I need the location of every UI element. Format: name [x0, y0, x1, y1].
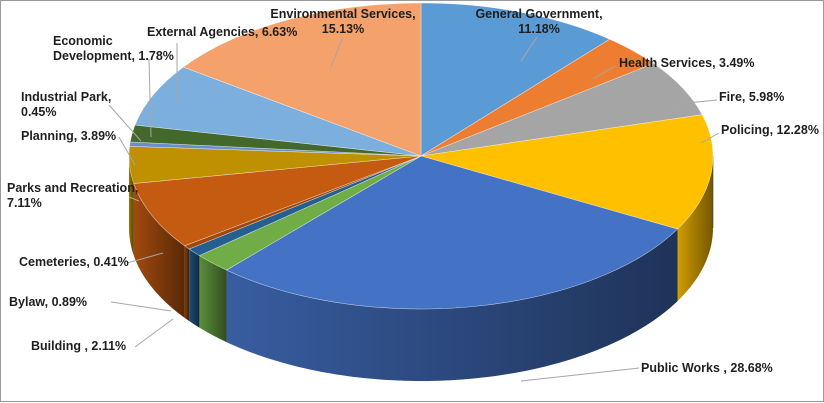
pie-side-policing [677, 156, 713, 302]
leader-line-health-services [592, 65, 616, 80]
leader-line-cemeteries [126, 252, 164, 264]
pie-side-planning [129, 156, 134, 256]
pie-slice-external-agencies [134, 66, 422, 157]
data-label-environmental-services: Environmental Services, 15.13% [270, 7, 415, 36]
data-label-planning: Planning, 3.89% [21, 129, 116, 143]
leader-line-environmental-services [330, 36, 344, 68]
pie-slice-general-government [420, 2, 611, 157]
data-label-policing: Policing, 12.28% [721, 123, 819, 137]
leader-line-general-government [520, 36, 538, 62]
leader-line-fire [666, 99, 718, 106]
label-leader-lines [108, 36, 720, 382]
pie-side-bylaw [189, 248, 200, 328]
leader-line-building [134, 318, 174, 348]
data-label-line: 11.18% [518, 22, 560, 36]
data-label-line: Public Works , 28.68% [641, 361, 773, 375]
data-label-line: General Government, [475, 7, 602, 21]
data-label-line: Health Services, 3.49% [619, 56, 755, 70]
data-label-line: Policing, 12.28% [721, 123, 819, 137]
pie-side-cemeteries [184, 245, 190, 321]
data-label-line: Economic [53, 34, 113, 48]
data-label-external-agencies: External Agencies, 6.63% [147, 25, 297, 39]
pie-slice-public-works [225, 155, 679, 310]
pie-side-walls [129, 156, 714, 381]
data-label-economic-development: Economic Development, 1.78% [53, 34, 174, 63]
leader-line-planning [118, 136, 136, 166]
data-label-building: Building , 2.11% [31, 339, 126, 353]
data-label-line: 15.13% [322, 22, 364, 36]
data-label-line: External Agencies, 6.63% [147, 25, 297, 39]
data-label-general-government: General Government, 11.18% [475, 7, 602, 36]
data-label-parks-and-recreation: Parks and Recreation, 7.11% [7, 181, 138, 210]
data-label-line: Fire, 5.98% [719, 90, 784, 104]
data-label-line: Building , 2.11% [31, 339, 126, 353]
data-label-fire: Fire, 5.98% [719, 90, 784, 104]
pie-slice-policing [420, 114, 714, 230]
data-label-line: Cemeteries, 0.41% [19, 255, 129, 269]
data-label-bylaw: Bylaw, 0.89% [9, 295, 87, 309]
data-label-line: Planning, 3.89% [21, 129, 116, 143]
data-label-cemeteries: Cemeteries, 0.41% [19, 255, 129, 269]
leader-line-economic-development [148, 58, 152, 138]
data-label-line: Bylaw, 0.89% [9, 295, 87, 309]
pie-side-parks-and-recreation [133, 183, 185, 318]
pie-slice-parks-and-recreation [133, 155, 422, 247]
data-label-line: Development, 1.78% [53, 49, 174, 63]
data-label-line: Environmental Services, [270, 7, 415, 21]
pie-side-building [199, 255, 227, 343]
pie-side-public-works [226, 229, 678, 381]
data-label-public-works: Public Works , 28.68% [641, 361, 773, 375]
data-label-line: Industrial Park, [21, 90, 111, 104]
leader-line-industrial-park [108, 104, 142, 142]
data-labels: General Government, 11.18% Health Services… [7, 7, 819, 375]
data-label-health-services: Health Services, 3.49% [619, 56, 755, 70]
pie-slice-environmental-services [182, 2, 422, 157]
leader-line-parks-and-recreation [128, 196, 140, 202]
data-label-industrial-park: Industrial Park, 0.45% [21, 90, 111, 119]
data-label-line: 0.45% [21, 105, 56, 119]
data-label-line: 7.11% [7, 196, 42, 210]
pie-top-faces [128, 2, 714, 310]
leader-line-policing [700, 132, 720, 144]
leader-line-public-works [520, 367, 640, 382]
data-label-line: Parks and Recreation, [7, 181, 138, 195]
leader-line-bylaw [110, 301, 172, 312]
